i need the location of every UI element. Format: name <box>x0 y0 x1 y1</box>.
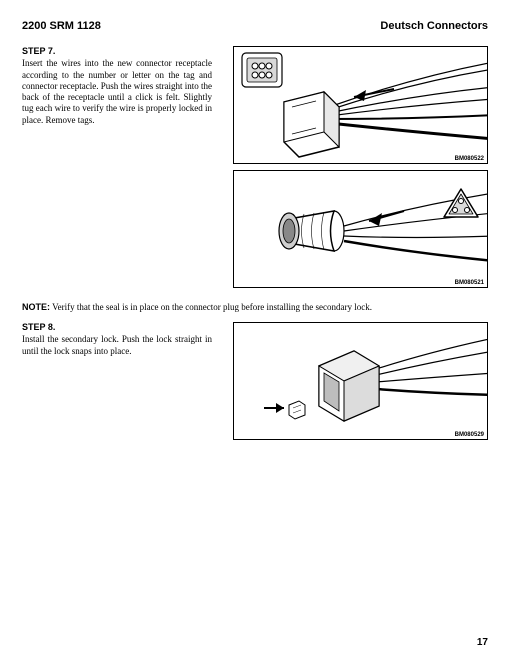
figure-1: BM080522 <box>233 46 488 164</box>
connector-round-illustration <box>234 171 488 288</box>
figure-1-caption: BM080522 <box>454 156 485 162</box>
step8-row: STEP 8. Install the secondary lock. Push… <box>22 322 488 446</box>
note-body: Verify that the seal is in place on the … <box>52 302 372 312</box>
figure-col-bottom: BM080529 <box>222 322 488 446</box>
figure-3-caption: BM080529 <box>454 432 485 438</box>
step8-body: Install the secondary lock. Push the loc… <box>22 334 212 357</box>
step8-text: STEP 8. Install the secondary lock. Push… <box>22 322 212 446</box>
figure-2-caption: BM080521 <box>454 280 485 286</box>
header-right: Deutsch Connectors <box>380 20 488 32</box>
step7-row: STEP 7. Insert the wires into the new co… <box>22 46 488 294</box>
note: NOTE: Verify that the seal is in place o… <box>22 302 488 312</box>
page-header: 2200 SRM 1128 Deutsch Connectors <box>22 20 488 32</box>
connector-rect-illustration <box>234 47 488 164</box>
figure-2: BM080521 <box>233 170 488 288</box>
header-left: 2200 SRM 1128 <box>22 20 101 32</box>
secondary-lock-illustration <box>234 323 488 440</box>
figure-col-top: BM080522 <box>222 46 488 294</box>
step8-label: STEP 8. <box>22 322 212 333</box>
note-label: NOTE: <box>22 302 50 312</box>
step7-label: STEP 7. <box>22 46 212 57</box>
figure-3: BM080529 <box>233 322 488 440</box>
step7-text: STEP 7. Insert the wires into the new co… <box>22 46 212 294</box>
page-number: 17 <box>477 637 488 648</box>
step7-body: Insert the wires into the new connector … <box>22 58 212 126</box>
